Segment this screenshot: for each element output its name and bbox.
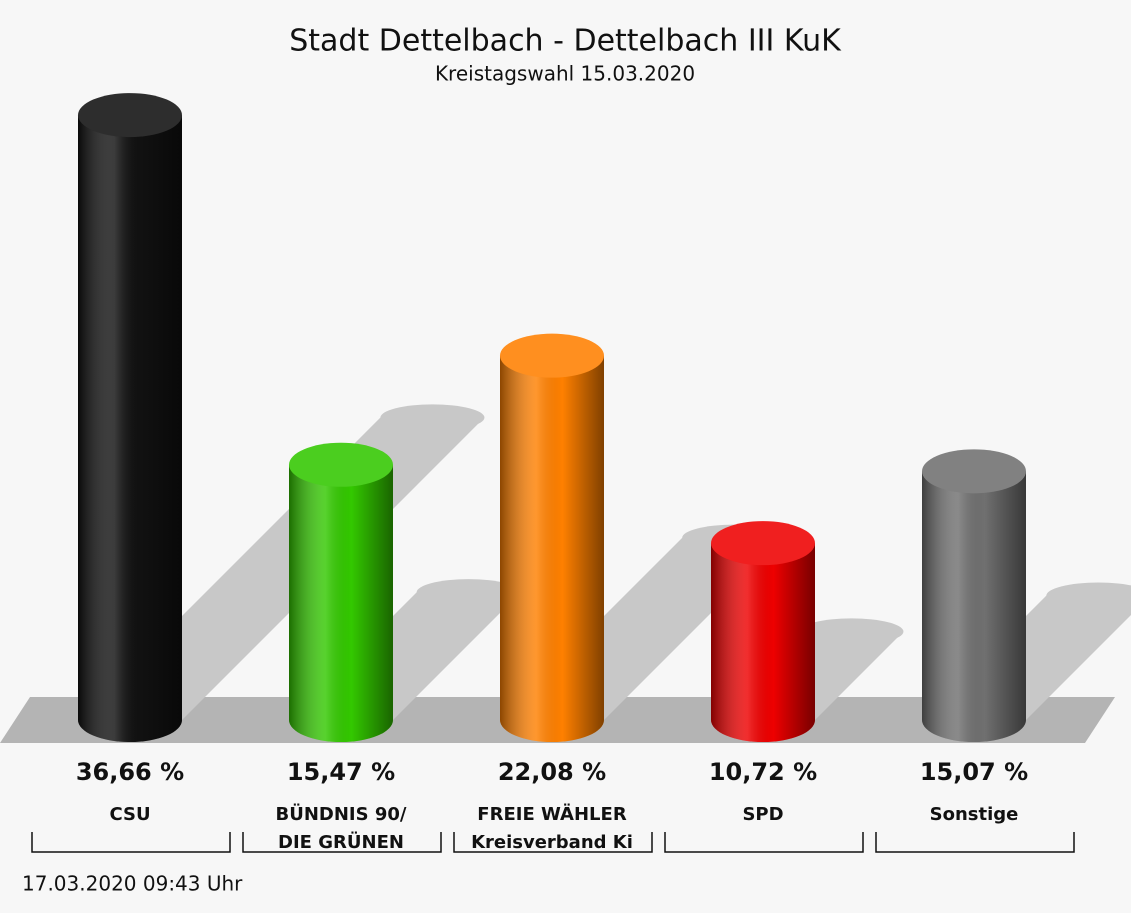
bar-body-shade — [711, 543, 815, 720]
bar — [711, 521, 815, 742]
bar-shadow-top — [1046, 582, 1131, 609]
category-bracket — [664, 832, 864, 853]
bar-top-shade — [500, 333, 604, 378]
bar-top — [78, 93, 182, 138]
bar — [78, 93, 182, 742]
x-tick-label: Sonstige — [930, 804, 1019, 825]
bar-top — [922, 449, 1026, 494]
bar-body-shade — [500, 355, 604, 720]
bar — [922, 449, 1026, 742]
bar-top-shade — [289, 442, 393, 487]
bar-body-shade — [922, 471, 1026, 720]
bar-top — [711, 521, 815, 566]
category-bracket — [453, 832, 653, 853]
value-label: 15,47 % — [287, 758, 395, 786]
value-label: 22,08 % — [498, 758, 606, 786]
bar-shadow-top — [416, 579, 521, 606]
x-tick-label: BÜNDNIS 90/ — [276, 803, 407, 825]
bar — [500, 333, 604, 742]
bars — [78, 93, 1026, 742]
bar — [289, 442, 393, 742]
x-tick-label: SPD — [742, 804, 783, 825]
x-tick-label: FREIE WÄHLER — [477, 803, 627, 825]
category-bracket — [875, 832, 1075, 853]
footer: 17.03.2020 09:43 Uhr — [22, 872, 243, 896]
value-label: 36,66 % — [76, 758, 184, 786]
value-label: 15,07 % — [920, 758, 1028, 786]
bar-top-shade — [922, 449, 1026, 494]
category-bracket — [31, 832, 231, 853]
x-tick-label: DIE GRÜNEN — [278, 831, 404, 853]
x-tick-label: Kreisverband Ki — [471, 832, 633, 853]
bar-shadow-top — [799, 618, 904, 645]
x-tick-label: CSU — [109, 804, 150, 825]
bar-top-shade — [711, 521, 815, 566]
chart-title: Stadt Dettelbach - Dettelbach III KuK — [289, 24, 842, 59]
bar-body-shade — [78, 115, 182, 721]
bar-top — [500, 333, 604, 378]
value-label: 10,72 % — [709, 758, 817, 786]
bar-body-shade — [289, 464, 393, 720]
chart-subtitle: Kreistagswahl 15.03.2020 — [435, 62, 695, 86]
bar-shadow-top — [380, 404, 485, 431]
bar-top — [289, 442, 393, 487]
bar-top-shade — [78, 93, 182, 138]
category-bracket — [242, 832, 442, 853]
